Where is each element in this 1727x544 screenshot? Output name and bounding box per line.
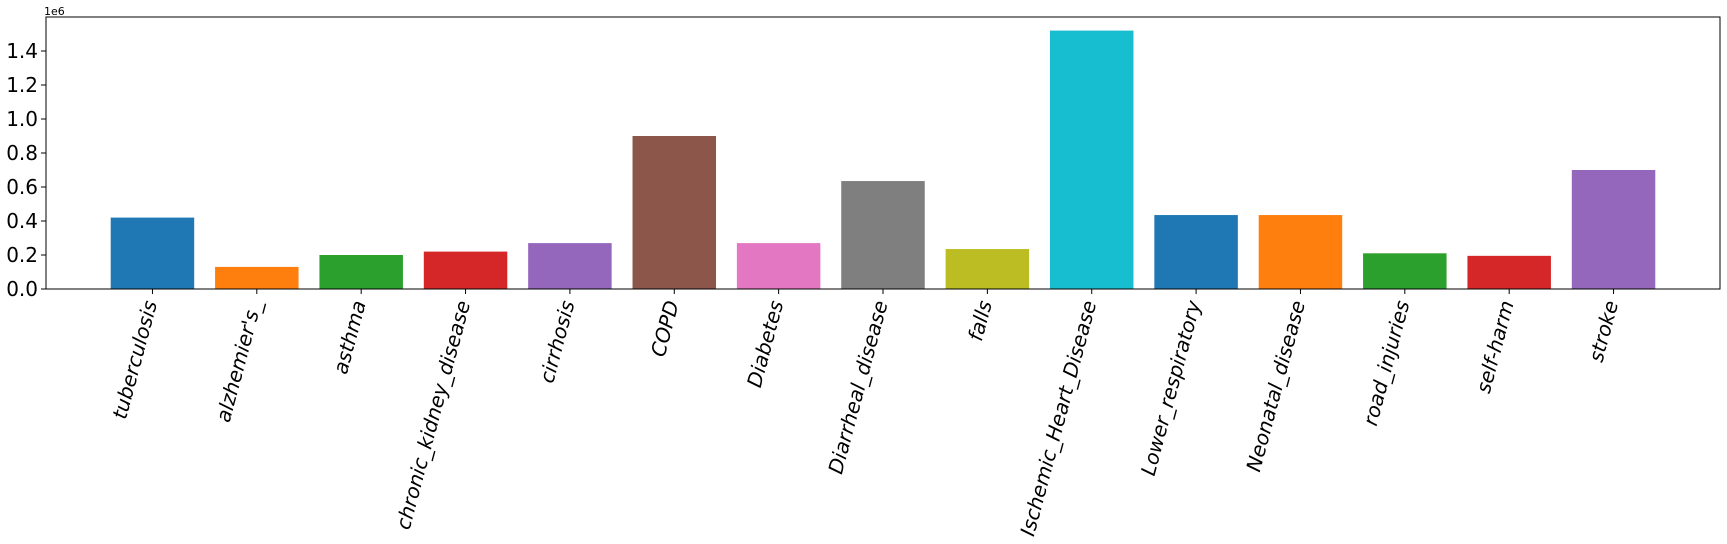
bar-8: [945, 249, 1030, 289]
x-tick-label: self-harm: [1471, 298, 1519, 396]
bar-3: [423, 251, 508, 289]
x-tick-label: falls: [963, 298, 997, 344]
x-tick-label: alzhemier's_: [211, 297, 267, 425]
bar-5: [632, 136, 717, 289]
bar-14: [1571, 170, 1656, 289]
x-tick-label: road_injuries: [1358, 298, 1414, 428]
bar-2: [319, 255, 403, 289]
y-axis: 0.0 0.2 0.4 0.6 0.8 1.0 1.2 1.4: [6, 39, 46, 301]
x-axis: tuberculosis alzhemier's_ asthma chronic_ki…: [107, 289, 1623, 538]
bar-1: [215, 266, 299, 289]
bars-group: [110, 30, 1656, 289]
y-tick-label: 0.8: [6, 141, 38, 165]
bar-12: [1363, 253, 1447, 289]
bar-0: [110, 217, 195, 289]
x-tick-label: asthma: [328, 298, 371, 377]
y-tick-label: 0.4: [6, 209, 38, 233]
y-tick-label: 0.2: [6, 243, 38, 267]
x-tick-label: Neonatal_disease: [1241, 298, 1310, 474]
y-axis-offset-label: 1e6: [44, 5, 65, 18]
bar-10: [1154, 215, 1238, 289]
y-tick-label: 1.2: [6, 73, 38, 97]
y-tick-label: 1.0: [6, 107, 38, 131]
bar-13: [1467, 255, 1551, 289]
x-tick-label: Diabetes: [742, 298, 788, 390]
x-tick-label: Lower_respiratory: [1136, 297, 1206, 478]
x-tick-label: Diarrheal_disease: [823, 298, 892, 477]
x-tick-label: tuberculosis: [107, 298, 162, 422]
bar-7: [841, 181, 925, 289]
y-tick-label: 0.6: [6, 175, 38, 199]
bar-4: [528, 243, 612, 289]
bar-9: [1049, 30, 1134, 289]
plot-frame: [45, 16, 1721, 290]
x-tick-label: COPD: [646, 298, 684, 359]
x-tick-label: Ischemic_Heart_Disease: [1015, 298, 1101, 539]
y-tick-label: 1.4: [6, 39, 38, 63]
x-tick-label: chronic_kidney_disease: [391, 298, 475, 532]
y-tick-label: 0.0: [6, 277, 38, 301]
x-tick-label: stroke: [1584, 298, 1623, 365]
bar-11: [1258, 215, 1343, 289]
bar-6: [736, 243, 821, 289]
x-tick-label: cirrhosis: [534, 298, 579, 386]
